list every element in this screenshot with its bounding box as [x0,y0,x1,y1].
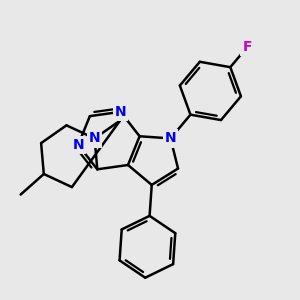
Text: N: N [165,131,176,146]
Text: N: N [89,131,100,146]
Text: N: N [115,105,126,119]
Text: N: N [72,138,84,152]
Text: F: F [242,40,252,54]
